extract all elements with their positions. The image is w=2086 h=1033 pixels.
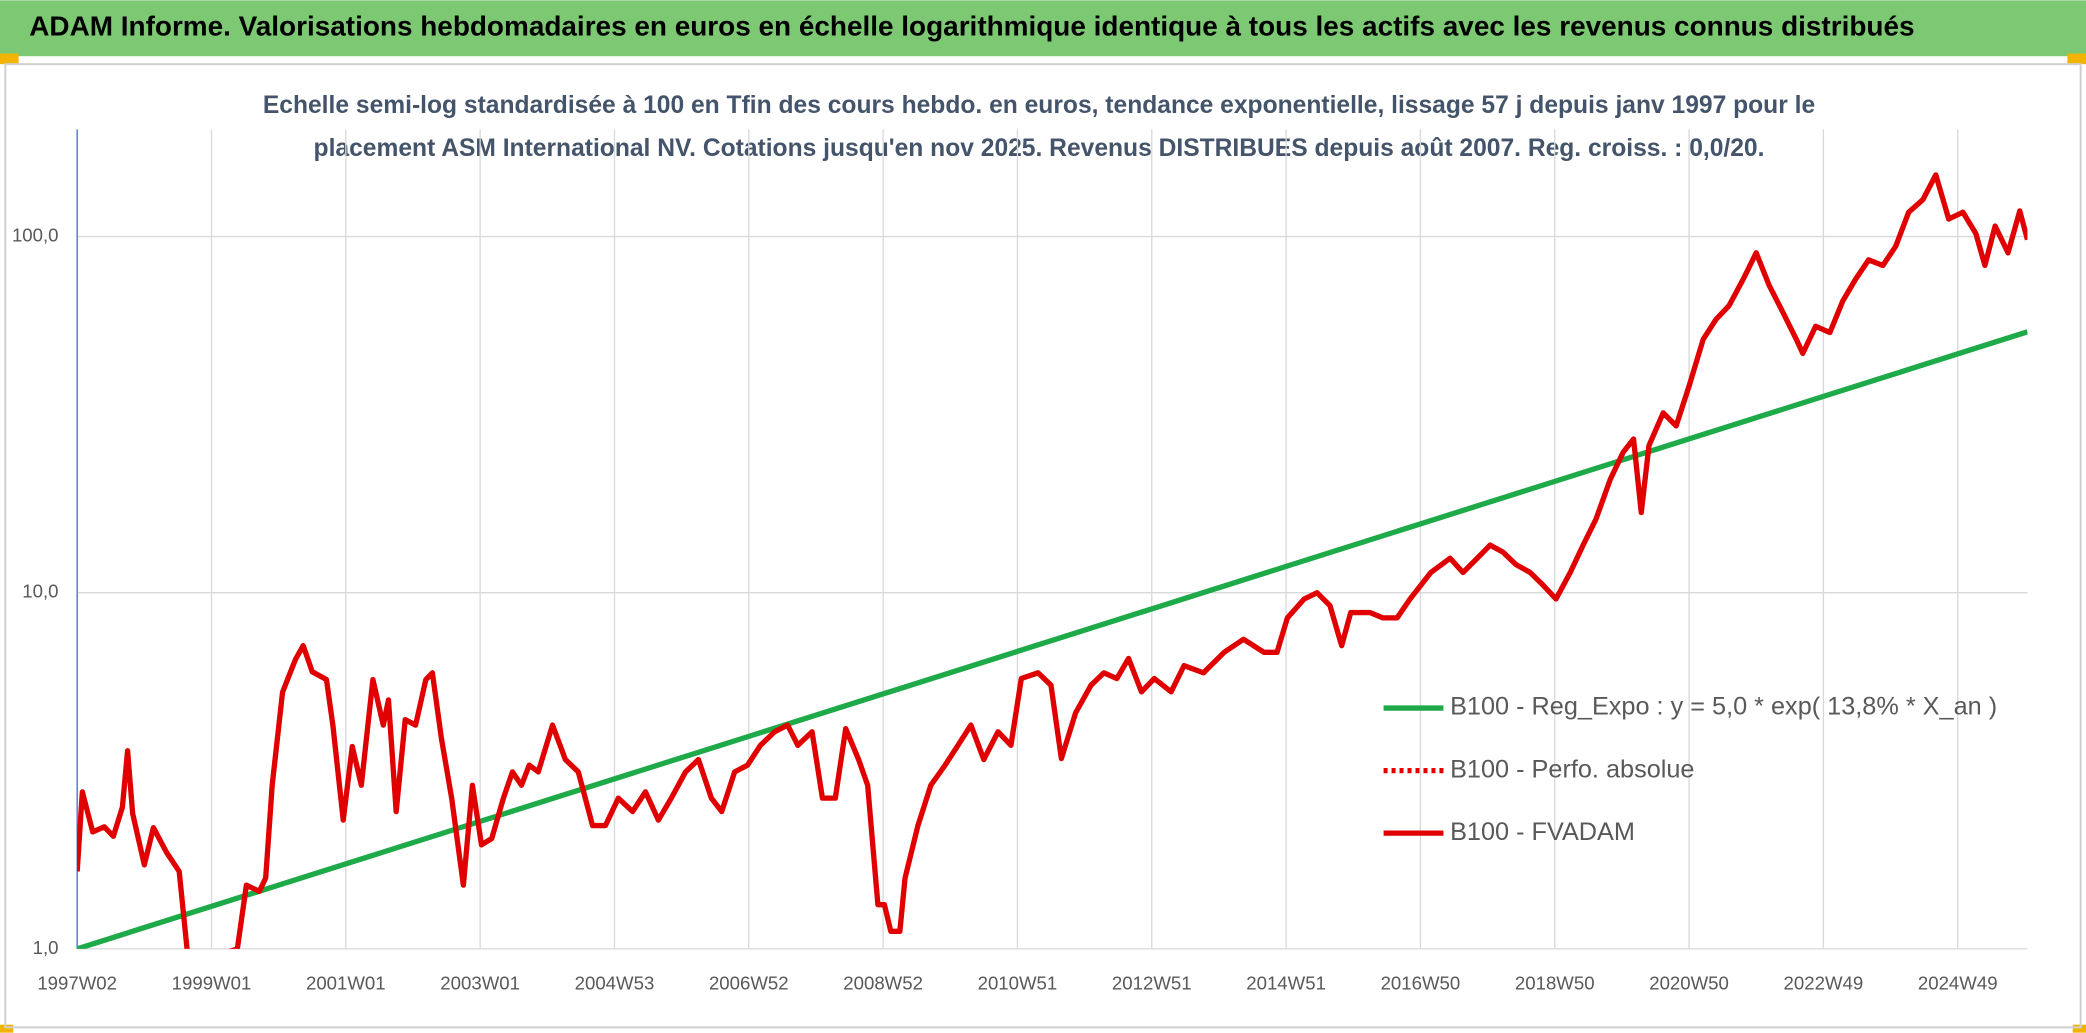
x-tick-label: 2014W51: [1246, 973, 1326, 994]
plot-area: [77, 172, 2028, 949]
x-tick-label: 2008W52: [843, 973, 923, 994]
series-line: [77, 329, 2028, 949]
x-tick-label: 2001W01: [306, 973, 386, 994]
y-tick-label: 1,0: [33, 937, 59, 958]
axis-labels: 1,0 10,0 100,0 1997W02 1999W01 2001W01 2003W01…: [12, 224, 1998, 993]
x-tick-label: 2006W52: [709, 973, 789, 994]
chart-subtitle: Echelle semi-log standardisée à 100 en T…: [263, 92, 1815, 119]
y-tick-label: 100,0: [12, 224, 59, 245]
x-tick-label: 2020W50: [1649, 973, 1729, 994]
legend-label: B100 - Reg_Expo : y = 5,0 * exp( 13,8% *…: [1450, 693, 1997, 721]
x-tick-label: 2024W49: [1918, 973, 1998, 994]
legend: B100 - Reg_Expo : y = 5,0 * exp( 13,8% *…: [1383, 693, 1997, 846]
x-tick-label: 2012W51: [1112, 973, 1192, 994]
x-tick-label: 2003W01: [440, 973, 520, 994]
x-tick-label: 1997W02: [37, 973, 117, 994]
corner: [2072, 1024, 2086, 1033]
title-band: [0, 0, 2086, 57]
legend-label: B100 - Perfo. absolue: [1450, 755, 1694, 783]
corner: [2067, 53, 2086, 65]
chart-title: ADAM Informe. Valorisations hebdomadaire…: [29, 11, 1914, 42]
x-tick-label: 1999W01: [172, 973, 252, 994]
y-tick-label: 10,0: [22, 581, 58, 602]
corner: [0, 1024, 14, 1033]
legend-label: B100 - FVADAM: [1450, 818, 1635, 846]
series-line: [77, 172, 2028, 949]
x-tick-label: 2018W50: [1515, 973, 1595, 994]
x-tick-label: 2016W50: [1381, 973, 1461, 994]
x-tick-label: 2022W49: [1784, 973, 1864, 994]
chart-subtitle: placement ASM International NV. Cotation…: [314, 135, 1765, 162]
x-tick-label: 2010W51: [978, 973, 1058, 994]
x-tick-label: 2004W53: [575, 973, 655, 994]
frame: [4, 63, 2082, 1029]
corner: [0, 53, 19, 65]
